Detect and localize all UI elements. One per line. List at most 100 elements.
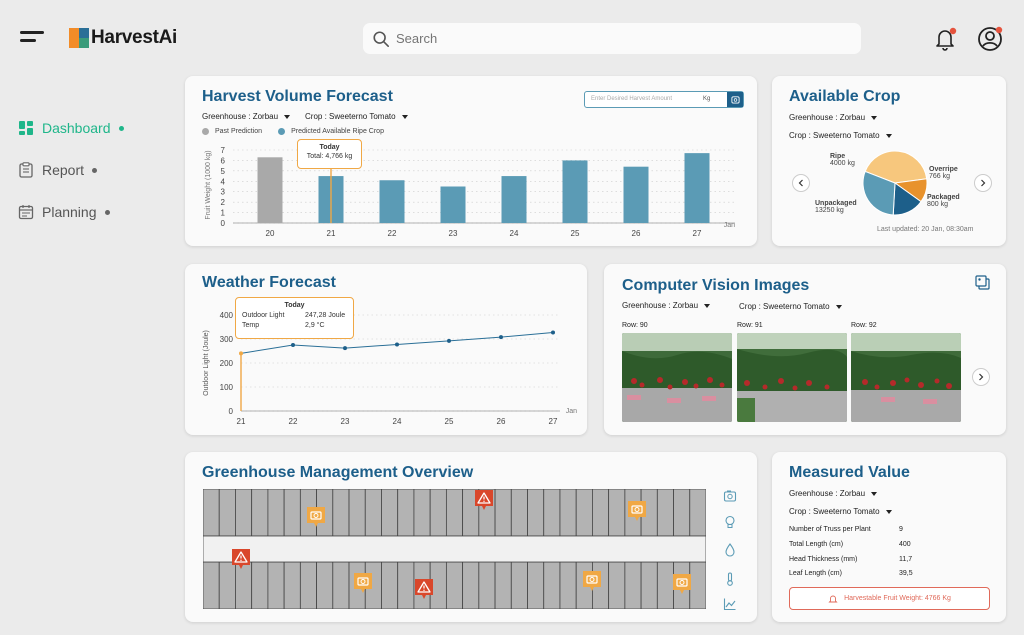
overripe-value: 766 kg — [929, 173, 951, 180]
camera-marker[interactable] — [672, 573, 692, 595]
sidebar-item-label: Planning — [42, 204, 97, 220]
bar — [379, 180, 405, 223]
search-input[interactable] — [396, 31, 836, 46]
greenhouse-map[interactable] — [203, 489, 706, 609]
greenhouse-dropdown[interactable]: Greenhouse : Zorbau — [622, 301, 711, 310]
sidebar-item-dashboard[interactable]: Dashboard — [18, 117, 124, 139]
y-tick-label: 300 — [220, 335, 234, 344]
plant-row-bottom — [640, 561, 658, 609]
plant-row-bottom — [689, 561, 706, 609]
tooltip-row-label: Outdoor Light — [242, 312, 285, 319]
plant-row-top — [673, 489, 691, 537]
bell-icon — [828, 595, 838, 602]
water-drop-icon[interactable] — [723, 543, 737, 557]
plant-row-top — [203, 489, 220, 537]
measure-label: Total Length (cm) — [789, 541, 844, 548]
crop-dropdown[interactable]: Crop : Sweeterno Tomato — [739, 302, 842, 311]
harvest-forecast-title: Harvest Volume Forecast — [202, 88, 393, 105]
alert-marker[interactable] — [414, 578, 434, 600]
plant-row-top — [494, 489, 512, 537]
greenhouse-row-image[interactable] — [851, 333, 961, 422]
y-axis-label: Fruit Weight (1000 kg) — [205, 150, 212, 219]
greenhouse-dropdown[interactable]: Greenhouse : Zorbau — [789, 489, 878, 498]
plant-row-bottom — [397, 561, 415, 609]
tooltip-title: Today — [284, 302, 305, 309]
user-profile-icon[interactable] — [976, 25, 1004, 53]
plant-row-top — [283, 489, 301, 537]
y-tick-label: 7 — [221, 146, 226, 155]
image-gallery-icon[interactable] — [975, 275, 991, 291]
prev-arrow-button[interactable] — [792, 174, 810, 192]
greenhouse-dropdown[interactable]: Greenhouse : Zorbau — [789, 113, 878, 122]
next-arrow-button[interactable] — [974, 174, 992, 192]
y-tick-label: 0 — [229, 407, 234, 416]
camera-marker[interactable] — [582, 570, 602, 592]
plant-row-bottom — [267, 561, 285, 609]
active-indicator — [118, 125, 124, 131]
x-tick-label: 21 — [327, 229, 336, 238]
greenhouse-row-image[interactable] — [622, 333, 732, 422]
crop-dropdown[interactable]: Crop : Sweeterno Tomato — [789, 131, 892, 140]
search-bar[interactable] — [363, 23, 861, 54]
plant-row-bottom — [624, 561, 642, 609]
dropdown-label: Greenhouse : Zorbau — [622, 301, 699, 310]
scale-button[interactable] — [727, 92, 743, 107]
line-chart-icon[interactable] — [723, 597, 737, 611]
bar — [501, 176, 527, 223]
plant-row-top — [413, 489, 431, 537]
dropdown-label: Crop : Sweeterno Tomato — [789, 131, 880, 140]
bar — [562, 160, 588, 223]
camera-marker[interactable] — [306, 506, 326, 528]
legend-past-label: Past Prediction — [215, 128, 263, 135]
calendar-icon — [18, 205, 34, 220]
x-tick-label: 27 — [693, 229, 702, 238]
crop-dropdown[interactable]: Crop : Sweeterno Tomato — [789, 507, 892, 516]
camera-filter-icon[interactable] — [723, 489, 737, 503]
crop-dropdown[interactable]: Crop : Sweeterno Tomato — [305, 112, 408, 121]
x-tick-label: 22 — [289, 417, 298, 426]
search-icon — [373, 30, 390, 47]
dashboard-icon — [19, 121, 33, 135]
dropdown-label: Crop : Sweeterno Tomato — [739, 302, 830, 311]
chevron-right-icon — [979, 373, 984, 381]
y-tick-label: 6 — [221, 156, 226, 165]
y-tick-label: 5 — [221, 167, 226, 176]
y-tick-label: 1 — [221, 209, 226, 218]
measure-label: Number of Truss per Plant — [789, 526, 871, 533]
plant-row-top — [445, 489, 464, 537]
y-tick-label: 4 — [221, 177, 226, 186]
plant-row-top — [608, 489, 626, 537]
light-bulb-icon[interactable] — [723, 515, 737, 529]
unit-select[interactable]: Kg — [703, 96, 711, 102]
x-tick-label: 26 — [497, 417, 506, 426]
dropdown-label: Crop : Sweeterno Tomato — [789, 507, 880, 516]
plant-row-top — [267, 489, 285, 537]
sidebar-item-report[interactable]: Report — [18, 159, 124, 181]
x-tick-label: 23 — [449, 229, 458, 238]
notification-bell-icon[interactable] — [932, 26, 958, 52]
crop-pie-chart — [862, 150, 928, 216]
harvestable-weight-alert[interactable]: Harvestable Fruit Weight: 4766 Kg — [789, 587, 990, 610]
plant-row-top — [656, 489, 674, 537]
plant-row-top — [527, 489, 545, 537]
plant-row-top — [218, 489, 236, 537]
tooltip-title: Today — [319, 144, 340, 151]
dropdown-label: Greenhouse : Zorbau — [789, 489, 866, 498]
x-tick-label: 25 — [571, 229, 580, 238]
next-image-button[interactable] — [972, 368, 990, 386]
menu-icon[interactable] — [20, 31, 44, 45]
alert-marker[interactable] — [474, 489, 494, 511]
thermometer-icon[interactable] — [723, 572, 737, 586]
bar — [684, 153, 710, 223]
camera-marker[interactable] — [353, 572, 373, 594]
app-logo[interactable]: HarvestAi — [69, 27, 177, 49]
plant-row-bottom — [559, 561, 577, 609]
alert-marker[interactable] — [231, 548, 251, 570]
greenhouse-dropdown[interactable]: Greenhouse : Zorbau — [202, 112, 291, 121]
harvest-amount-input[interactable]: Enter Desired Harvest Amount Kg — [584, 91, 744, 108]
greenhouse-row-image[interactable] — [737, 333, 847, 422]
weather-today-tooltip: Today Outdoor Light 247,28 Joule Temp 2,9 … — [235, 297, 354, 339]
last-updated: Last updated: 20 Jan, 08:30am — [877, 226, 974, 233]
camera-marker[interactable] — [627, 500, 647, 522]
sidebar-item-planning[interactable]: Planning — [18, 201, 124, 223]
